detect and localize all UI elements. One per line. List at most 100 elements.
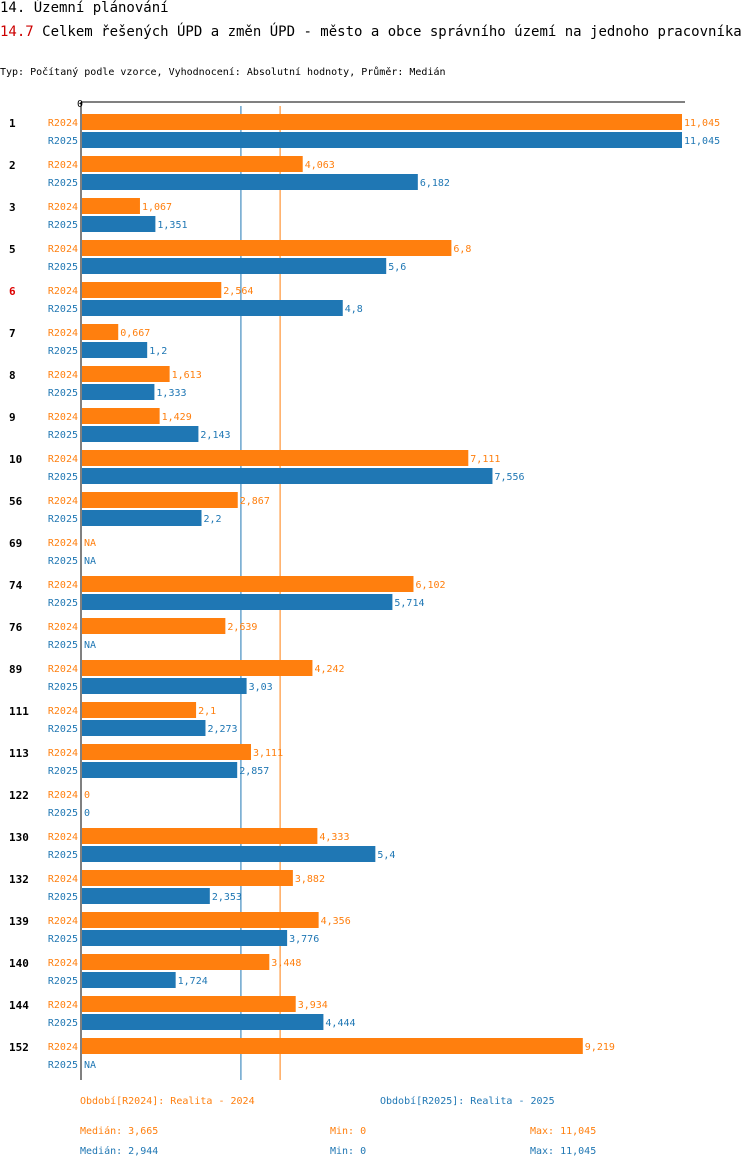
bar-5-r2024: [82, 240, 452, 256]
series-label-144-r2025: R2025: [48, 1018, 78, 1029]
bar-132-r2025: [82, 888, 210, 904]
value-label-7-r2025: 1,2: [149, 346, 167, 357]
value-label-9-r2025: 2,143: [200, 430, 230, 441]
indicator-name: Celkem řešených ÚPD a změn ÚPD - město a…: [33, 24, 742, 40]
value-label-5-r2025: 5,6: [388, 262, 406, 273]
category-label-69: 69: [9, 537, 22, 550]
series-label-89-r2024: R2024: [48, 664, 78, 675]
series-label-56-r2024: R2024: [48, 496, 78, 507]
bar-152-r2024: [82, 1038, 583, 1054]
x-axis-zero-label: 0: [77, 99, 83, 110]
bar-139-r2025: [82, 930, 288, 946]
value-label-69-r2025: NA: [84, 556, 96, 567]
value-label-132-r2024: 3,882: [295, 874, 325, 885]
value-label-1-r2025: 11,045: [684, 136, 720, 147]
bar-132-r2024: [82, 870, 293, 886]
series-label-7-r2024: R2024: [48, 328, 78, 339]
bar-140-r2024: [82, 954, 270, 970]
category-label-1: 1: [9, 117, 16, 130]
value-label-113-r2024: 3,111: [253, 748, 283, 759]
legend-r2025-median: Medián: 2,944: [80, 1146, 159, 1157]
value-label-7-r2024: 0,667: [120, 328, 150, 339]
value-label-6-r2025: 4,8: [345, 304, 363, 315]
series-label-5-r2025: R2025: [48, 262, 78, 273]
bar-144-r2024: [82, 996, 296, 1012]
series-label-140-r2025: R2025: [48, 976, 78, 987]
section-title: 14. Územní plánování: [0, 0, 169, 16]
value-label-74-r2025: 5,714: [394, 598, 424, 609]
series-label-1-r2024: R2024: [48, 118, 78, 129]
value-label-144-r2024: 3,934: [298, 1000, 328, 1011]
category-label-89: 89: [9, 663, 22, 676]
category-label-56: 56: [9, 495, 23, 508]
series-label-122-r2024: R2024: [48, 790, 78, 801]
bar-6-r2024: [82, 282, 222, 298]
bar-8-r2024: [82, 366, 170, 382]
series-label-7-r2025: R2025: [48, 346, 78, 357]
value-label-139-r2024: 4,356: [321, 916, 351, 927]
series-label-139-r2025: R2025: [48, 934, 78, 945]
bar-2-r2025: [82, 174, 418, 190]
category-label-152: 152: [9, 1041, 29, 1054]
legend-r2025-min: Min: 0: [330, 1146, 367, 1157]
legend-r2024-max: Max: 11,045: [530, 1126, 597, 1137]
series-label-6-r2024: R2024: [48, 286, 78, 297]
bar-3-r2024: [82, 198, 140, 214]
bar-56-r2024: [82, 492, 238, 508]
value-label-139-r2025: 3,776: [289, 934, 319, 945]
series-label-113-r2025: R2025: [48, 766, 78, 777]
series-label-122-r2025: R2025: [48, 808, 78, 819]
bar-9-r2025: [82, 426, 199, 442]
series-label-56-r2025: R2025: [48, 514, 78, 525]
bar-9-r2024: [82, 408, 160, 424]
value-label-144-r2025: 4,444: [325, 1018, 355, 1029]
value-label-74-r2024: 6,102: [415, 580, 445, 591]
bar-5-r2025: [82, 258, 387, 274]
bar-74-r2025: [82, 594, 393, 610]
value-label-122-r2025: 0: [84, 808, 90, 819]
value-label-76-r2024: 2,639: [227, 622, 257, 633]
bar-113-r2024: [82, 744, 251, 760]
category-label-76: 76: [9, 621, 23, 634]
chart-subtitle: Typ: Počítaný podle vzorce, Vyhodnocení:…: [0, 67, 446, 78]
series-label-2-r2025: R2025: [48, 178, 78, 189]
series-label-74-r2025: R2025: [48, 598, 78, 609]
bar-2-r2024: [82, 156, 303, 172]
value-label-111-r2025: 2,273: [207, 724, 237, 735]
legend-r2025-name: Období[R2025]: Realita - 2025: [380, 1096, 555, 1107]
series-label-132-r2025: R2025: [48, 892, 78, 903]
category-label-2: 2: [9, 159, 16, 172]
bar-1-r2025: [82, 132, 682, 148]
value-label-3-r2025: 1,351: [157, 220, 187, 231]
bar-89-r2024: [82, 660, 313, 676]
indicator-title: 14.7 Celkem řešených ÚPD a změn ÚPD - mě…: [0, 21, 745, 43]
bar-1-r2024: [82, 114, 682, 130]
series-label-2-r2024: R2024: [48, 160, 78, 171]
series-label-111-r2024: R2024: [48, 706, 78, 717]
value-label-89-r2024: 4,242: [314, 664, 344, 675]
bar-139-r2024: [82, 912, 319, 928]
category-label-10: 10: [9, 453, 22, 466]
value-label-111-r2024: 2,1: [198, 706, 216, 717]
category-label-9: 9: [9, 411, 16, 424]
category-label-113: 113: [9, 747, 29, 760]
category-label-139: 139: [9, 915, 29, 928]
series-label-76-r2024: R2024: [48, 622, 78, 633]
value-label-132-r2025: 2,353: [212, 892, 242, 903]
series-label-113-r2024: R2024: [48, 748, 78, 759]
value-label-122-r2024: 0: [84, 790, 90, 801]
series-label-3-r2025: R2025: [48, 220, 78, 231]
series-label-9-r2025: R2025: [48, 430, 78, 441]
bar-10-r2024: [82, 450, 469, 466]
legend-r2024-median: Medián: 3,665: [80, 1126, 159, 1137]
category-label-6: 6: [9, 285, 16, 298]
series-label-130-r2024: R2024: [48, 832, 78, 843]
value-label-9-r2024: 1,429: [162, 412, 192, 423]
bar-56-r2025: [82, 510, 202, 526]
category-label-7: 7: [9, 327, 16, 340]
category-label-5: 5: [9, 243, 16, 256]
bar-74-r2024: [82, 576, 414, 592]
series-label-69-r2024: R2024: [48, 538, 78, 549]
series-label-152-r2024: R2024: [48, 1042, 78, 1053]
